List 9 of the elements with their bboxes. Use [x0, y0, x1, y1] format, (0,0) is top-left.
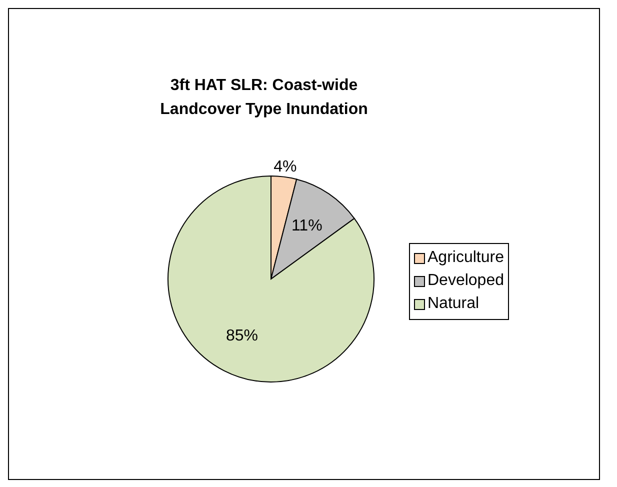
data-label: 85%: [226, 327, 258, 344]
chart-title: 3ft HAT SLR: Coast-wide Landcover Type Inundation: [159, 76, 369, 120]
legend-label: Developed: [428, 272, 504, 290]
legend-label: Agriculture: [428, 249, 504, 267]
pie-slice: [270, 178, 355, 280]
data-label: 11%: [291, 218, 322, 235]
legend-label: Natural: [428, 295, 480, 313]
data-label: 4%: [274, 158, 297, 176]
pie-slice: [168, 176, 374, 382]
